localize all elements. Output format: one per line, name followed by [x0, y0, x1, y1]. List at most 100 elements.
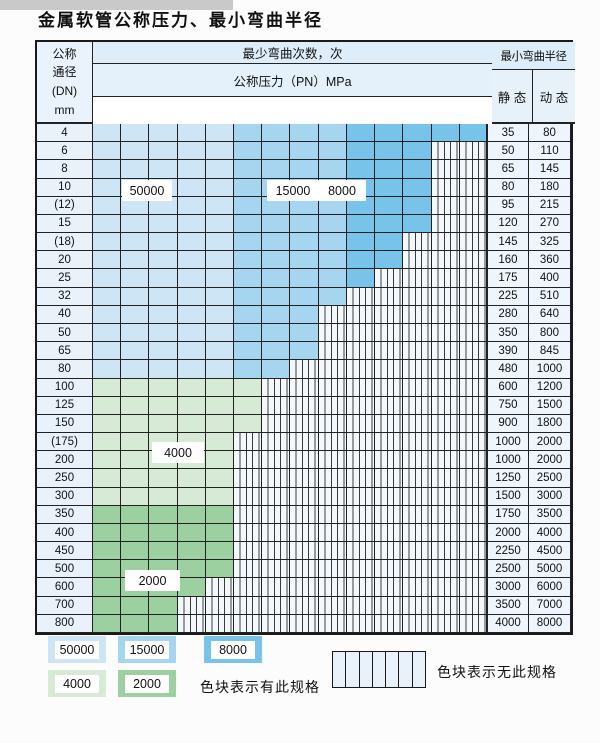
no-spec-cell [431, 505, 460, 524]
no-spec-cell [262, 414, 291, 434]
spec-cell [149, 523, 178, 543]
spec-cell [318, 251, 347, 270]
spec-cell [205, 451, 235, 470]
dn-cell: 4 [37, 124, 93, 143]
spec-cell [177, 342, 206, 361]
spec-cell [234, 305, 263, 324]
no-spec-cell [318, 414, 347, 434]
legend-has-spec-text: 色块表示有此规格 [200, 679, 320, 695]
spec-cell [149, 396, 178, 415]
spec-cell [234, 142, 263, 161]
no-spec-cell [403, 378, 432, 397]
no-spec-cell [375, 487, 404, 506]
static-radius-cell: 145 [487, 233, 529, 252]
no-spec-cell [375, 614, 404, 633]
spec-cell [149, 196, 178, 215]
dn-cell: 200 [37, 451, 93, 470]
dn-cell: 6 [37, 142, 93, 161]
static-radius-cell: 600 [487, 378, 529, 397]
dn-cell: 40 [37, 305, 93, 324]
spec-cell [121, 433, 150, 452]
spec-cell [262, 323, 291, 343]
no-spec-cell [177, 596, 206, 615]
spec-cell [121, 523, 150, 543]
no-spec-cell [431, 360, 460, 379]
no-spec-cell [234, 433, 263, 452]
spec-cell [177, 323, 206, 343]
no-spec-cell [459, 433, 488, 452]
no-spec-cell [431, 469, 460, 488]
no-spec-cell [234, 469, 263, 488]
spec-cell [234, 287, 263, 306]
static-radius-cell: 2500 [487, 560, 529, 579]
no-spec-cell [346, 596, 376, 615]
no-spec-cell [262, 433, 291, 452]
no-spec-cell [375, 505, 404, 524]
spec-cell [177, 505, 206, 524]
dynamic-radius-cell: 640 [528, 305, 571, 324]
spec-cell [431, 124, 460, 143]
spec-cell [93, 414, 122, 434]
spec-cell [403, 178, 432, 197]
spec-cell [177, 560, 206, 579]
spec-cell [234, 196, 263, 215]
dynamic-radius-cell: 6000 [528, 578, 571, 597]
dynamic-radius-cell: 800 [528, 323, 571, 343]
no-spec-cell [431, 542, 460, 561]
no-spec-cell [346, 451, 376, 470]
no-spec-cell [346, 323, 376, 343]
static-radius-cell: 50 [487, 142, 529, 161]
spec-cell [121, 323, 150, 343]
spec-cell [149, 469, 178, 488]
spec-cell [149, 414, 178, 434]
no-spec-cell [318, 578, 347, 597]
spec-cell [121, 305, 150, 324]
dynamic-radius-cell: 80 [528, 124, 571, 143]
no-spec-cell [375, 360, 404, 379]
no-spec-cell [459, 287, 488, 306]
no-spec-cell [375, 523, 404, 543]
overlay-label-8000: 8000 [318, 180, 366, 201]
spec-cell [262, 360, 291, 379]
no-spec-cell [234, 487, 263, 506]
static-radius-cell: 1500 [487, 487, 529, 506]
spec-cell [93, 614, 122, 633]
corner-header-dn: 公称 通径 (DN) mm [37, 42, 93, 124]
no-spec-cell [290, 578, 319, 597]
no-spec-cell [346, 414, 376, 434]
no-spec-cell [346, 360, 376, 379]
spec-cell [375, 196, 404, 215]
spec-cell [205, 505, 235, 524]
static-radius-cell: 120 [487, 214, 529, 234]
no-spec-cell [318, 451, 347, 470]
no-spec-cell [375, 596, 404, 615]
no-spec-cell [290, 378, 319, 397]
spec-cell [403, 124, 432, 143]
no-spec-cell [375, 378, 404, 397]
spec-cell [93, 269, 122, 288]
spec-cell [205, 523, 235, 543]
no-spec-cell [403, 523, 432, 543]
dynamic-radius-cell: 1800 [528, 414, 571, 434]
spec-cell [205, 160, 235, 179]
dynamic-radius-cell: 400 [528, 269, 571, 288]
no-spec-cell [346, 287, 376, 306]
static-radius-cell: 225 [487, 287, 529, 306]
overlay-label-15000: 15000 [267, 180, 319, 201]
no-spec-cell [431, 269, 460, 288]
spec-cell [403, 196, 432, 215]
dynamic-radius-cell: 215 [528, 196, 571, 215]
no-spec-swatch-cell [399, 652, 413, 687]
spec-cell [93, 560, 122, 579]
spec-cell [93, 578, 122, 597]
no-spec-cell [318, 433, 347, 452]
no-spec-cell [403, 433, 432, 452]
spec-cell [93, 396, 122, 415]
dn-cell: (18) [37, 233, 93, 252]
legend-swatch-label: 4000 [55, 674, 99, 693]
dynamic-radius-cell: 110 [528, 142, 571, 161]
spec-cell [234, 396, 263, 415]
spec-cell [262, 142, 291, 161]
overlay-label-50000: 50000 [122, 180, 172, 201]
spec-cell [346, 251, 376, 270]
